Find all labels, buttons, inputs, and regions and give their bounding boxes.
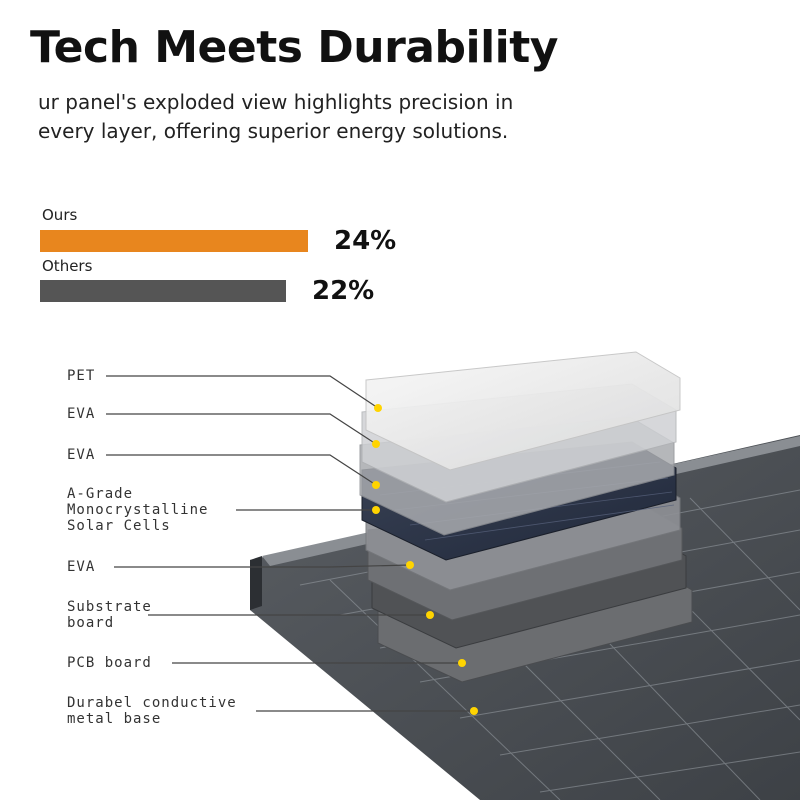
marker-pcb [458, 659, 466, 667]
layer-markers [372, 404, 478, 715]
bar-value-ours: 24% [334, 226, 397, 256]
marker-pet [374, 404, 382, 412]
exploded-view-diagram [106, 351, 800, 800]
marker-solar-cells [372, 506, 380, 514]
marker-metal-base [470, 707, 478, 715]
layer-label-solar-cells: A-Grade Monocrystalline Solar Cells [67, 486, 209, 534]
marker-substrate [426, 611, 434, 619]
layer-label-metal-base: Durabel conductive metal base [67, 695, 237, 727]
layer-label-eva-2: EVA [67, 447, 96, 463]
page-title: Tech Meets Durability [30, 22, 558, 73]
page-subtitle: ur panel's exploded view highlights prec… [38, 90, 514, 143]
layer-label-pet: PET [67, 368, 96, 384]
marker-eva-3 [406, 561, 414, 569]
bar-others [40, 280, 286, 302]
bar-label-ours: Ours [42, 206, 78, 224]
layer-stack [359, 351, 693, 683]
bar-label-others: Others [42, 257, 93, 275]
marker-eva-2 [372, 481, 380, 489]
layer-label-pcb: PCB board [67, 655, 152, 671]
bar-value-others: 22% [312, 276, 375, 306]
marker-eva-1 [372, 440, 380, 448]
leader-lines [106, 375, 474, 712]
layer-label-eva-1: EVA [67, 406, 96, 422]
layer-label-substrate: Substrate board [67, 599, 152, 631]
bar-ours [40, 230, 308, 252]
layer-label-eva-3: EVA [67, 559, 96, 575]
layer-pet [365, 351, 681, 471]
